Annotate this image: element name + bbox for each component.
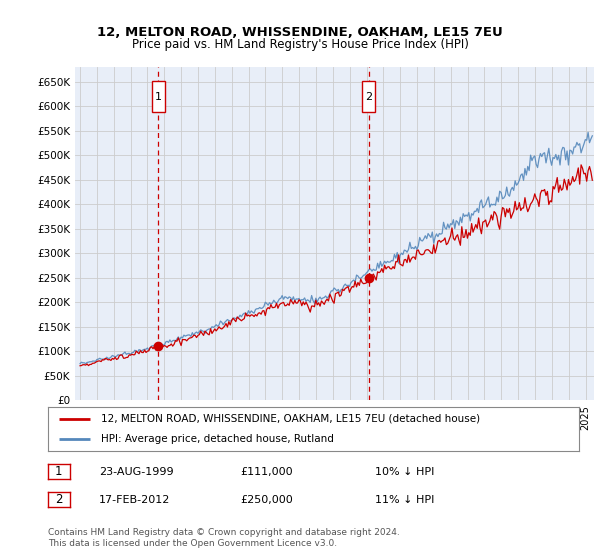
FancyBboxPatch shape	[362, 81, 375, 113]
Text: 12, MELTON ROAD, WHISSENDINE, OAKHAM, LE15 7EU: 12, MELTON ROAD, WHISSENDINE, OAKHAM, LE…	[97, 26, 503, 39]
Text: 1: 1	[55, 465, 62, 478]
FancyBboxPatch shape	[152, 81, 165, 113]
Text: 1: 1	[155, 92, 162, 101]
Text: Contains HM Land Registry data © Crown copyright and database right 2024.
This d: Contains HM Land Registry data © Crown c…	[48, 528, 400, 548]
Text: 17-FEB-2012: 17-FEB-2012	[99, 495, 170, 505]
Text: £111,000: £111,000	[240, 467, 293, 477]
Text: 2: 2	[365, 92, 372, 101]
Text: 2: 2	[55, 493, 62, 506]
Text: 12, MELTON ROAD, WHISSENDINE, OAKHAM, LE15 7EU (detached house): 12, MELTON ROAD, WHISSENDINE, OAKHAM, LE…	[101, 414, 480, 424]
Text: HPI: Average price, detached house, Rutland: HPI: Average price, detached house, Rutl…	[101, 434, 334, 444]
Text: 11% ↓ HPI: 11% ↓ HPI	[375, 495, 434, 505]
Text: £250,000: £250,000	[240, 495, 293, 505]
Text: 23-AUG-1999: 23-AUG-1999	[99, 467, 173, 477]
Text: Price paid vs. HM Land Registry's House Price Index (HPI): Price paid vs. HM Land Registry's House …	[131, 38, 469, 52]
Text: 10% ↓ HPI: 10% ↓ HPI	[375, 467, 434, 477]
